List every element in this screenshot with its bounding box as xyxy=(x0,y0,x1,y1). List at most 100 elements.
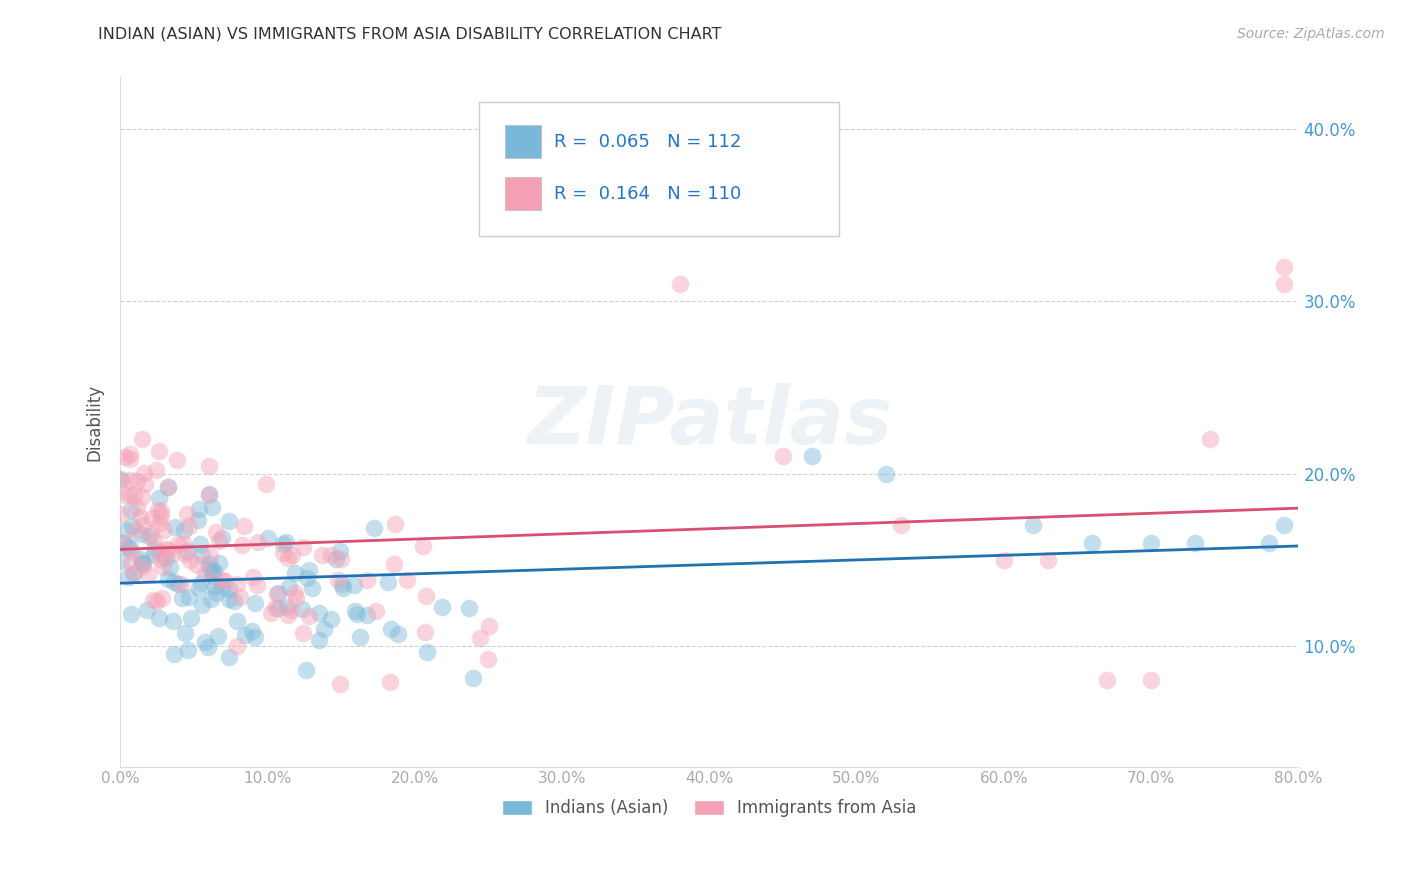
Point xyxy=(170,591,193,605)
Point xyxy=(110,554,132,568)
Point xyxy=(118,452,141,467)
Point xyxy=(292,625,315,640)
Point xyxy=(155,542,177,557)
Point xyxy=(271,537,294,551)
Point xyxy=(166,577,188,591)
Point xyxy=(382,557,405,571)
Point xyxy=(160,547,183,561)
Point xyxy=(226,614,249,628)
Point xyxy=(208,534,231,549)
Point xyxy=(378,675,401,690)
FancyBboxPatch shape xyxy=(505,178,541,211)
Point xyxy=(458,601,481,615)
Point xyxy=(257,531,280,545)
Point xyxy=(148,611,170,625)
Point xyxy=(430,599,453,614)
Point xyxy=(416,645,439,659)
Point xyxy=(150,509,173,524)
Point xyxy=(117,569,139,583)
Point xyxy=(159,560,181,574)
Point xyxy=(1272,260,1295,274)
Point xyxy=(120,473,142,487)
Point xyxy=(243,596,266,610)
Point xyxy=(314,622,336,636)
Point xyxy=(177,643,200,657)
Point xyxy=(156,543,179,558)
Point xyxy=(477,652,499,666)
Text: R =  0.065   N = 112: R = 0.065 N = 112 xyxy=(554,133,741,151)
Point xyxy=(112,536,135,550)
Point xyxy=(202,564,225,578)
Point xyxy=(166,537,188,551)
Point xyxy=(1199,432,1222,446)
Point xyxy=(343,578,366,592)
Point xyxy=(163,647,186,661)
Point xyxy=(297,609,319,624)
Point xyxy=(325,551,347,566)
Point xyxy=(146,594,169,608)
Point xyxy=(131,518,153,533)
Point xyxy=(177,518,200,533)
Point xyxy=(155,550,177,565)
Point xyxy=(131,491,153,505)
Point xyxy=(284,586,307,600)
Point xyxy=(218,650,240,665)
Point xyxy=(267,586,290,600)
Point xyxy=(194,635,217,649)
Point xyxy=(772,450,794,464)
Point xyxy=(207,629,229,643)
Point xyxy=(138,566,160,581)
Point xyxy=(190,576,212,591)
Point xyxy=(132,559,155,574)
Point xyxy=(208,556,231,570)
Point xyxy=(266,587,288,601)
Point xyxy=(108,535,131,549)
Point xyxy=(380,622,402,636)
Point xyxy=(413,625,436,640)
Point xyxy=(242,570,264,584)
Point xyxy=(326,574,349,588)
Point xyxy=(118,541,141,555)
Point xyxy=(198,486,221,500)
Point xyxy=(200,549,222,563)
Point xyxy=(366,604,388,618)
Point xyxy=(211,580,233,594)
Point xyxy=(226,639,249,653)
Point xyxy=(229,590,252,604)
Point xyxy=(121,518,143,533)
Point xyxy=(332,582,354,596)
Y-axis label: Disability: Disability xyxy=(86,384,103,460)
Point xyxy=(1140,673,1163,688)
Point xyxy=(301,581,323,595)
Point xyxy=(176,544,198,558)
Point xyxy=(343,604,366,618)
Point xyxy=(415,589,437,603)
Point xyxy=(295,663,318,677)
Point xyxy=(356,573,378,587)
Point xyxy=(132,556,155,570)
Point xyxy=(188,537,211,551)
Point xyxy=(478,619,501,633)
Point xyxy=(149,516,172,530)
Point xyxy=(117,540,139,554)
Point xyxy=(319,548,342,562)
Point xyxy=(298,563,321,577)
Point xyxy=(1184,535,1206,549)
Point xyxy=(204,579,226,593)
Point xyxy=(197,640,219,654)
Point xyxy=(271,546,294,560)
Point xyxy=(108,472,131,486)
Point xyxy=(263,600,285,615)
Point xyxy=(135,603,157,617)
Point xyxy=(174,547,197,561)
Point xyxy=(890,518,912,533)
Point xyxy=(218,582,240,596)
Point xyxy=(231,538,253,552)
Point xyxy=(141,511,163,525)
Point xyxy=(1095,673,1118,688)
Point xyxy=(152,523,174,537)
Point xyxy=(120,607,142,622)
Point xyxy=(214,574,236,589)
Point xyxy=(200,562,222,576)
Point xyxy=(875,467,897,481)
